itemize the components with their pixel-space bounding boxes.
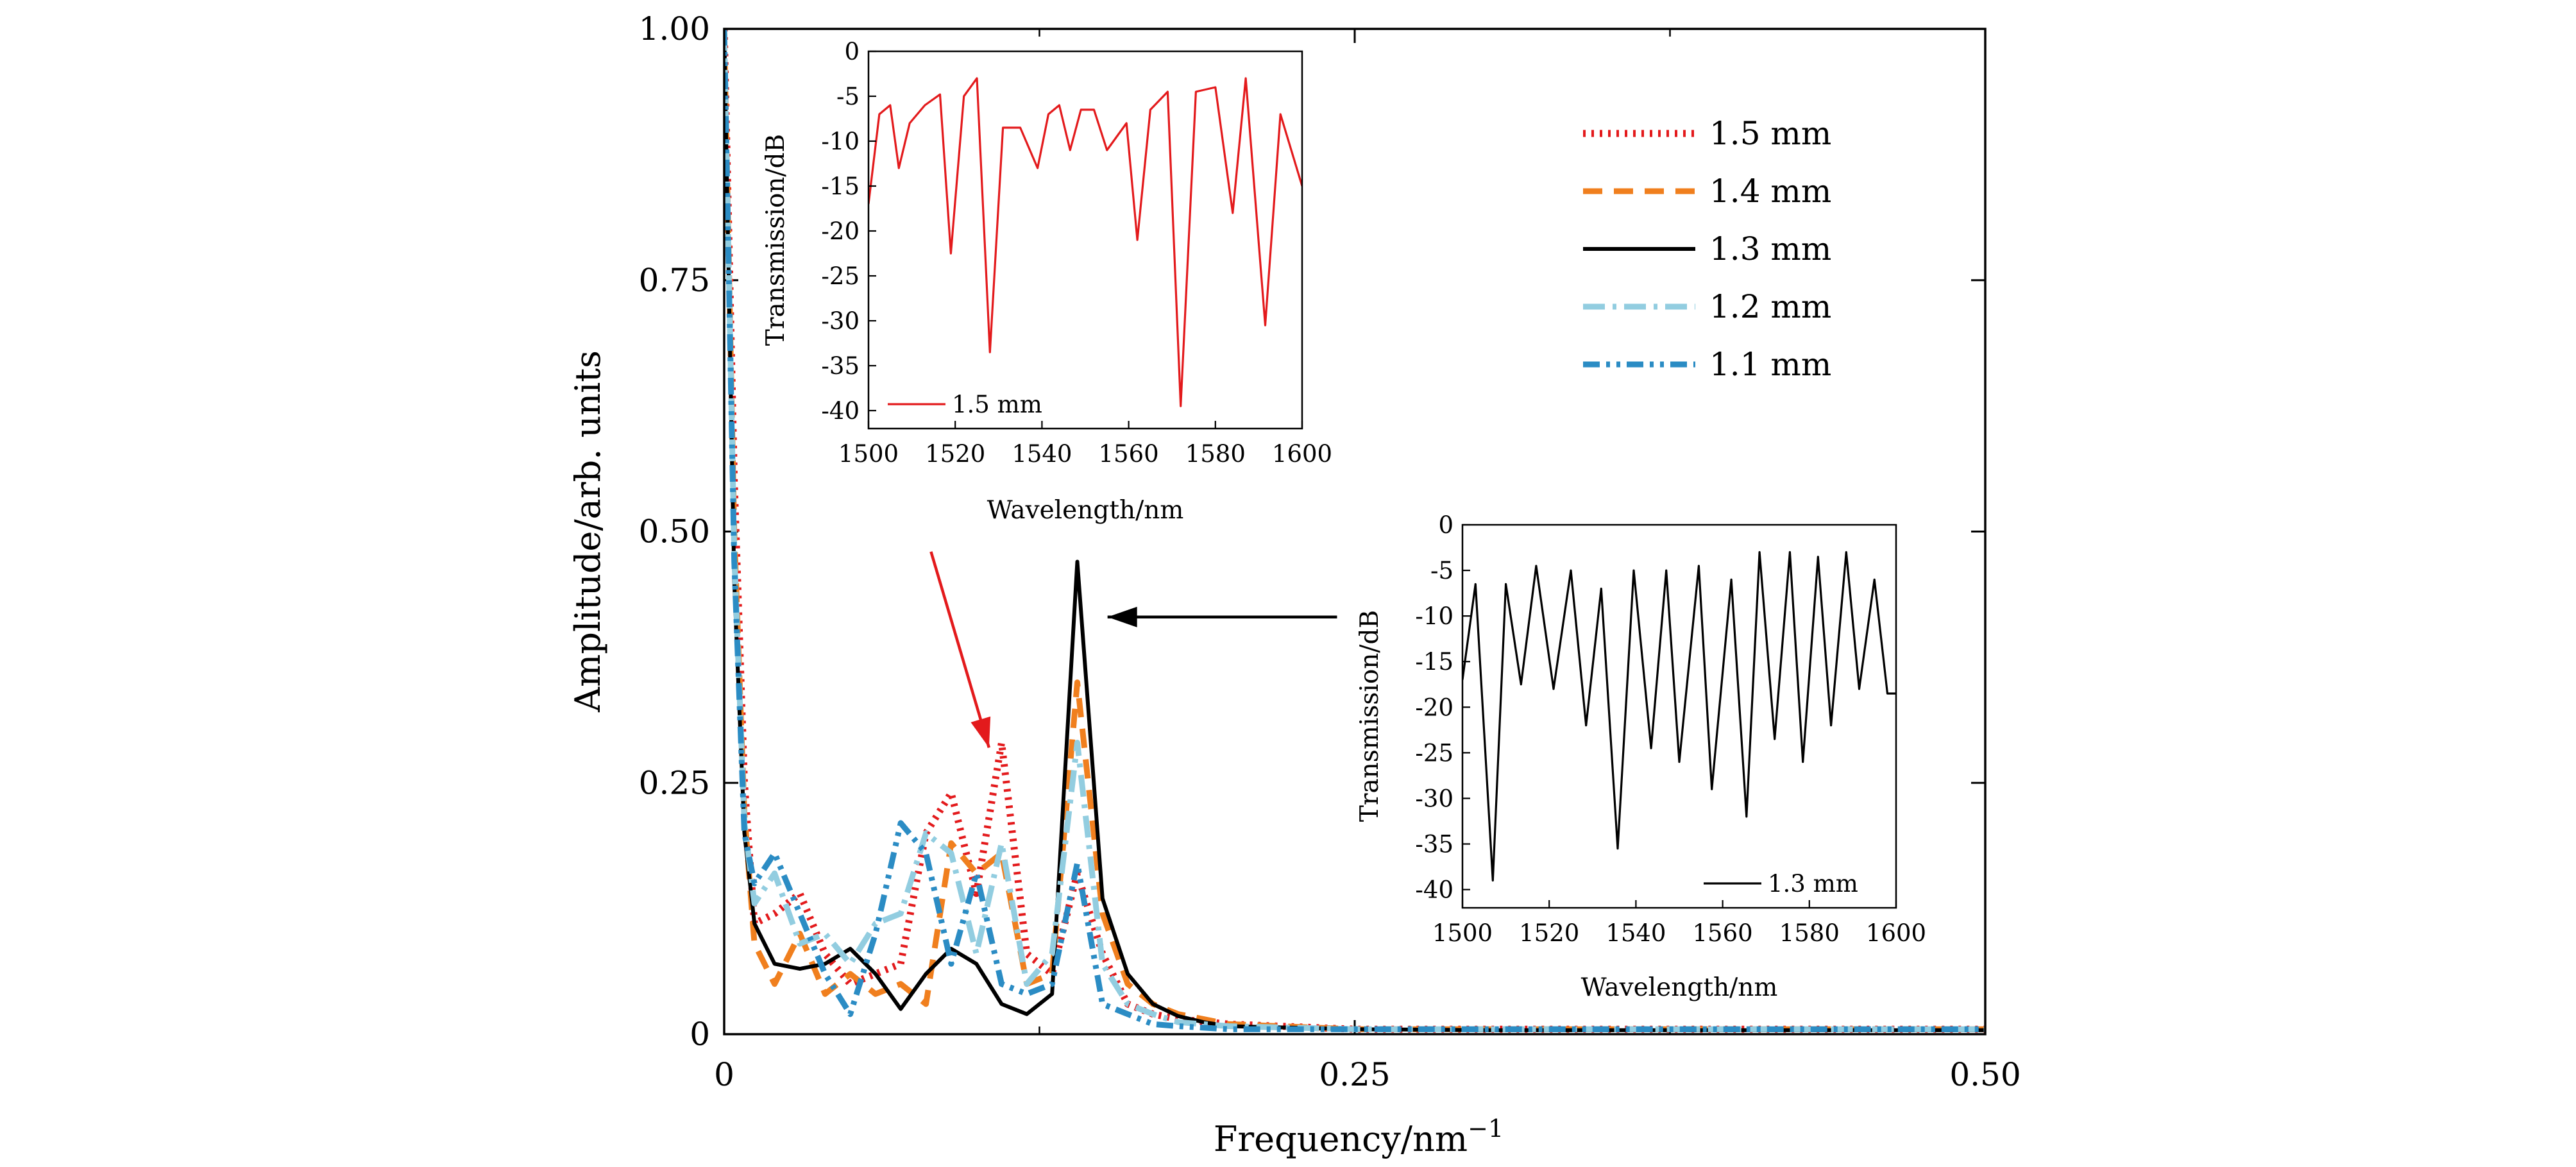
- inset-x-tick-label: 1500: [1432, 919, 1493, 947]
- inset-y-tick-label: -15: [1415, 648, 1453, 676]
- inset-b-x-axis-title: Wavelength/nm: [1581, 973, 1778, 1002]
- legend-label: 1.2 mm: [1709, 288, 1831, 325]
- inset-y-tick-label: -35: [1415, 831, 1453, 858]
- inset-y-tick-label: -10: [821, 128, 860, 155]
- main-tick-labels: 0 0.25 0.50 0 0.25 0.50 0.75 1.00: [639, 10, 2021, 1093]
- main-y-tick-label: 0: [690, 1016, 710, 1053]
- main-series-group: [724, 29, 1985, 1033]
- legend-label: 1.3 mm: [1709, 230, 1831, 268]
- main-annotations: [929, 551, 1337, 749]
- inset-y-tick-label: 0: [1438, 511, 1453, 539]
- inset-series-line: [869, 77, 1302, 407]
- main-x-tick-label: 0: [714, 1056, 734, 1093]
- inset-legend-label: 1.3 mm: [1768, 870, 1858, 898]
- inset-y-tick-label: -35: [821, 352, 860, 380]
- main-y-tick-label: 0.50: [639, 513, 710, 550]
- inset-x-tick-label: 1540: [1606, 919, 1666, 947]
- inset-series-line: [1462, 550, 1896, 882]
- inset-y-tick-label: -10: [1415, 602, 1453, 630]
- inset-y-tick-label: -20: [821, 217, 860, 245]
- inset-x-tick-label: 1600: [1866, 919, 1926, 947]
- inset-x-tick-label: 1500: [838, 440, 899, 468]
- main-y-tick-label: 0.25: [639, 764, 710, 801]
- inset-b-y-axis-title: Transmission/dB: [1355, 610, 1384, 822]
- inset-x-tick-label: 1580: [1779, 919, 1840, 947]
- inset-x-tick-label: 1560: [1693, 919, 1753, 947]
- inset-legend-label: 1.5 mm: [952, 391, 1042, 418]
- inset-x-tick-label: 1540: [1012, 440, 1072, 468]
- inset-y-tick-label: -15: [821, 173, 860, 200]
- main-legend: 1.5 mm 1.4 mm 1.3 mm 1.2 mm 1.1 mm: [1583, 115, 1831, 383]
- legend-label: 1.1 mm: [1709, 346, 1831, 383]
- inset-chart-1-5mm: 1500 1520 1540 1560 1580 1600 0 -5 -10 -15 -20 -25 -…: [761, 38, 1332, 525]
- inset-b-ticks: 1500 1520 1540 1560 1580 1600 0 -5 -10 -15 -20 -25 -…: [1415, 511, 1926, 947]
- inset-b-series-group: [1462, 550, 1896, 882]
- main-plot-frame: [723, 28, 1987, 1035]
- main-chart: 0 0.25 0.50 0 0.25 0.50 0.75 1.00 Frequency/nm−…: [568, 10, 2021, 1159]
- main-y-axis-title: Amplitude/arb. units: [568, 350, 608, 713]
- inset-b-legend: 1.3 mm: [1704, 870, 1858, 898]
- main-series-1-1-mm: [724, 29, 1985, 1032]
- main-y-tick-label: 0.75: [639, 262, 710, 299]
- inset-x-tick-label: 1520: [1519, 919, 1579, 947]
- inset-a-background: [869, 51, 1302, 429]
- inset-a-plot-frame: [867, 50, 1303, 430]
- inset-a-legend: 1.5 mm: [888, 391, 1042, 418]
- inset-b-background: [1462, 525, 1896, 908]
- legend-label: 1.5 mm: [1709, 115, 1831, 152]
- inset-a-y-axis-title: Transmission/dB: [761, 134, 790, 346]
- inset-y-tick-label: -5: [836, 83, 860, 110]
- inset-y-tick-label: -5: [1430, 557, 1453, 584]
- inset-y-tick-label: -30: [1415, 785, 1453, 812]
- main-x-tick-label: 0.50: [1949, 1056, 2021, 1093]
- main-series-1-2-mm: [724, 29, 1985, 1032]
- inset-a-series-group: [869, 77, 1302, 407]
- annotation-arrow-head: [1107, 606, 1137, 627]
- main-x-axis-title-sup: −1: [1468, 1114, 1504, 1143]
- annotation-arrow-head: [970, 716, 991, 748]
- main-x-axis-title: Frequency/nm−1: [1214, 1114, 1504, 1159]
- inset-x-tick-label: 1560: [1099, 440, 1159, 468]
- main-y-tick-label: 1.00: [639, 10, 710, 47]
- main-x-axis-title-text: Frequency/nm: [1214, 1119, 1468, 1159]
- inset-chart-1-3mm: 1500 1520 1540 1560 1580 1600 0 -5 -10 -15 -20 -25 -…: [1355, 511, 1926, 1002]
- main-x-tick-label: 0.25: [1319, 1056, 1390, 1093]
- inset-y-tick-label: -40: [1415, 876, 1453, 904]
- inset-y-tick-label: -20: [1415, 694, 1453, 721]
- annotation-arrow-shaft: [929, 551, 991, 749]
- inset-a-x-axis-title: Wavelength/nm: [987, 496, 1184, 525]
- inset-a-ticks: 1500 1520 1540 1560 1580 1600 0 -5 -10 -15 -20 -25 -…: [821, 38, 1332, 468]
- inset-x-tick-label: 1520: [925, 440, 985, 468]
- inset-y-tick-label: -25: [1415, 739, 1453, 767]
- inset-x-tick-label: 1580: [1185, 440, 1246, 468]
- inset-y-tick-label: -25: [821, 262, 860, 290]
- inset-y-tick-label: -40: [821, 397, 860, 425]
- legend-label: 1.4 mm: [1709, 173, 1831, 210]
- inset-b-plot-frame: [1461, 524, 1897, 909]
- inset-x-tick-label: 1600: [1272, 440, 1332, 468]
- inset-y-tick-label: 0: [844, 38, 860, 65]
- inset-y-tick-label: -30: [821, 307, 860, 335]
